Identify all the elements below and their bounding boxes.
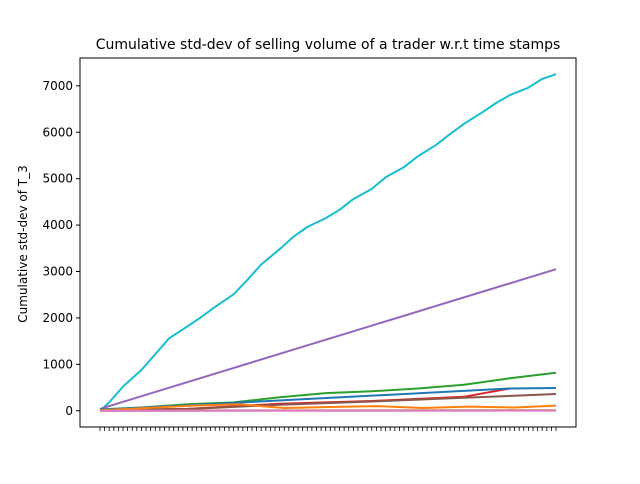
- y-tick-label: 7000: [42, 79, 73, 93]
- y-tick-label: 2000: [42, 311, 73, 325]
- y-tick-label: 3000: [42, 265, 73, 279]
- y-tick-label: 4000: [42, 218, 73, 232]
- y-tick-label: 6000: [42, 125, 73, 139]
- y-axis-label: Cumulative std-dev of T_3: [16, 165, 30, 322]
- y-tick-label: 5000: [42, 172, 73, 186]
- chart-title: Cumulative std-dev of selling volume of …: [96, 37, 561, 53]
- y-tick-label: 1000: [42, 357, 73, 371]
- y-tick-label: 0: [65, 404, 73, 418]
